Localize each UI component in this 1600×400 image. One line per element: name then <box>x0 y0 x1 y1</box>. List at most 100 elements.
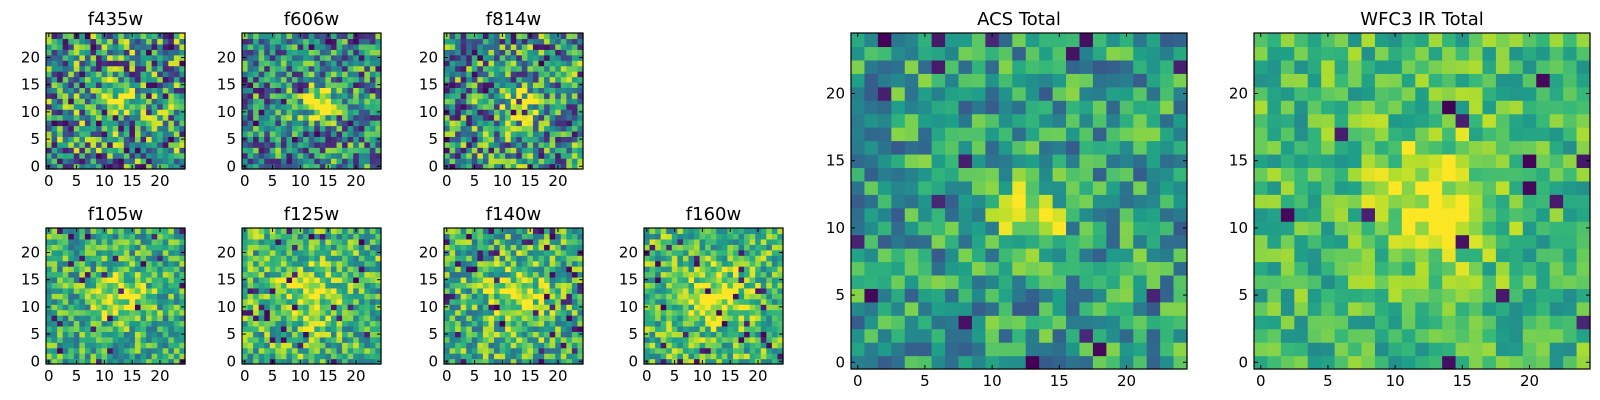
heatmap-cell <box>560 65 567 72</box>
heatmap-cell <box>677 342 684 349</box>
heatmap-cell <box>134 114 142 121</box>
heatmap-cell <box>516 65 523 72</box>
heatmap-cell <box>96 103 103 110</box>
heatmap-cell <box>1039 221 1054 236</box>
heatmap-cell <box>466 109 473 116</box>
heatmap-cell <box>118 304 125 311</box>
heatmap-cell <box>571 342 579 349</box>
heatmap-cell <box>460 65 467 72</box>
heatmap-cell <box>1052 234 1067 249</box>
heatmap-cell <box>247 347 254 354</box>
heatmap-cell <box>671 249 678 256</box>
heatmap-cell <box>129 282 136 289</box>
heatmap-cell <box>57 347 64 354</box>
heatmap-cell <box>51 33 58 40</box>
heatmap-cell <box>560 255 567 262</box>
heatmap-cell <box>90 320 97 327</box>
heatmap-cell <box>671 255 678 262</box>
heatmap-cell <box>649 298 656 305</box>
heatmap-cell <box>364 266 371 273</box>
heatmap-cell <box>253 309 260 316</box>
heatmap-cell <box>84 238 92 245</box>
heatmap-cell <box>644 233 651 240</box>
heatmap-cell <box>455 152 462 159</box>
heatmap-cell <box>347 347 354 354</box>
heatmap-cell <box>1039 248 1054 263</box>
heatmap-cell <box>140 65 147 72</box>
heatmap-cell <box>571 304 579 311</box>
heatmap-cell <box>314 43 321 50</box>
heatmap-cell <box>123 98 130 105</box>
heatmap-cell <box>985 221 1000 236</box>
heatmap-cell <box>353 130 360 137</box>
heatmap-cell <box>258 130 265 137</box>
heatmap-cell <box>471 342 478 349</box>
heatmap-cell <box>336 60 343 67</box>
heatmap-cell <box>566 320 573 327</box>
heatmap-cell <box>123 114 130 121</box>
heatmap-cell <box>364 54 371 61</box>
heatmap-cell <box>649 336 656 343</box>
heatmap-cell <box>505 109 512 116</box>
heatmap-cell <box>342 320 349 327</box>
y-tick-label: 15 <box>419 271 438 289</box>
heatmap-cell <box>269 114 276 121</box>
heatmap-cell <box>505 92 512 99</box>
heatmap-cell <box>477 249 484 256</box>
heatmap-cell <box>1066 328 1081 343</box>
heatmap-cell <box>444 336 451 343</box>
heatmap-cell <box>766 233 773 240</box>
heatmap-cell <box>292 38 299 45</box>
heatmap-cell <box>671 298 678 305</box>
heatmap-cell <box>549 336 556 343</box>
heatmap-cell <box>577 342 584 349</box>
heatmap-cell <box>538 43 545 50</box>
heatmap-cell <box>62 92 69 99</box>
heatmap-cell <box>369 331 377 338</box>
heatmap-cell <box>275 114 282 121</box>
heatmap-cell <box>162 325 169 332</box>
heatmap-cell <box>532 353 540 360</box>
heatmap-cell <box>699 255 706 262</box>
heatmap-cell <box>129 238 136 245</box>
heatmap-cell <box>157 60 164 67</box>
heatmap-cell <box>280 163 288 170</box>
heatmap-cell <box>755 293 762 300</box>
heatmap-cell <box>292 114 299 121</box>
heatmap-cell <box>342 147 349 154</box>
heatmap-cell <box>660 347 667 354</box>
heatmap-cell <box>157 315 164 322</box>
heatmap-cell <box>336 98 343 105</box>
heatmap-cell <box>1066 288 1081 303</box>
heatmap-cell <box>73 92 80 99</box>
heatmap-cell <box>347 120 354 127</box>
heatmap-cell <box>314 92 321 99</box>
heatmap-cell <box>162 163 169 170</box>
heatmap-cell <box>319 65 326 72</box>
heatmap-cell <box>538 65 545 72</box>
heatmap-cell <box>168 266 175 273</box>
heatmap-cell <box>68 60 75 67</box>
heatmap-cell <box>140 315 147 322</box>
heatmap-cell <box>471 244 478 251</box>
heatmap-cell <box>96 136 103 143</box>
heatmap-cell <box>162 347 169 354</box>
heatmap-cell <box>549 152 556 159</box>
heatmap-cell <box>918 234 933 249</box>
heatmap-cell <box>369 304 377 311</box>
heatmap-cell <box>477 120 484 127</box>
heatmap-cell <box>269 315 276 322</box>
heatmap-cell <box>549 298 556 305</box>
heatmap-cell <box>118 163 125 170</box>
heatmap-cell <box>134 109 142 116</box>
heatmap-cell <box>694 315 701 322</box>
heatmap-cell <box>96 315 103 322</box>
heatmap-cell <box>516 92 523 99</box>
heatmap-cell <box>688 304 695 311</box>
heatmap-cell <box>488 233 495 240</box>
heatmap-cell <box>57 49 64 56</box>
heatmap-cell <box>286 260 293 267</box>
heatmap-cell <box>151 147 158 154</box>
heatmap-cell <box>555 233 562 240</box>
heatmap-cell <box>96 33 103 40</box>
